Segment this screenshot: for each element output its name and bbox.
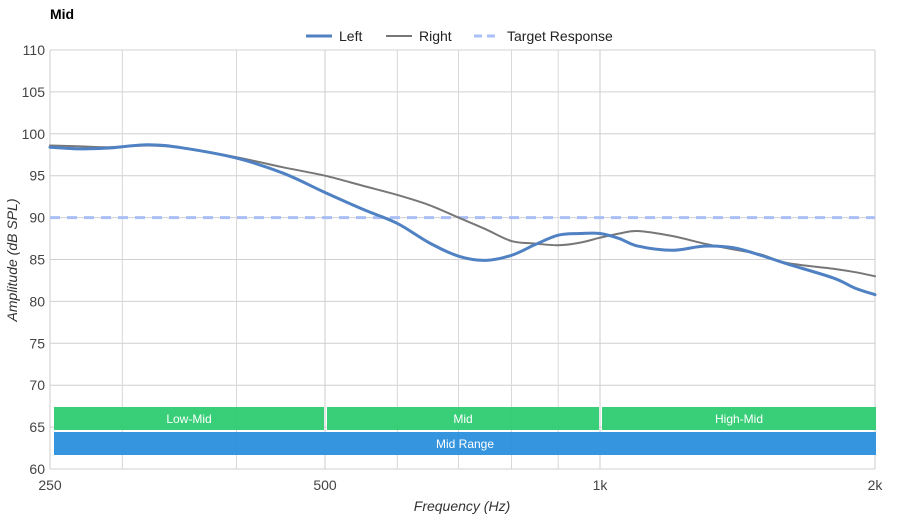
series-lines <box>48 143 877 297</box>
x-axis-title: Frequency (Hz) <box>414 498 510 514</box>
y-tick-label: 105 <box>22 84 46 100</box>
y-tick-label: 75 <box>29 335 45 351</box>
band-label: Low-Mid <box>166 412 211 426</box>
band-label: Mid <box>453 412 472 426</box>
band-mid-range <box>54 432 876 455</box>
tick-labels: 60 65 70 75 80 85 90 95 100 105 110 250 500 1k 2k <box>22 42 884 493</box>
y-tick-label: 85 <box>29 252 45 268</box>
legend-label-right: Right <box>419 28 452 44</box>
band-high-mid <box>602 407 876 430</box>
grid <box>49 49 876 470</box>
y-tick-label: 60 <box>29 461 45 477</box>
x-tick-label: 500 <box>313 477 337 493</box>
band-low-mid <box>54 407 324 430</box>
x-tick-label: 1k <box>593 477 609 493</box>
y-tick-label: 70 <box>29 377 45 393</box>
band-mid <box>327 407 599 430</box>
y-tick-label: 65 <box>29 419 45 435</box>
x-tick-label: 250 <box>38 477 62 493</box>
series-line-left <box>48 143 877 297</box>
y-tick-label: 80 <box>29 293 45 309</box>
legend-label-left: Left <box>339 28 362 44</box>
y-tick-label: 100 <box>22 126 46 142</box>
legend: Left Right Target Response <box>306 28 613 44</box>
frequency-bands: Low-Mid Mid High-Mid Mid Range <box>54 407 876 455</box>
y-tick-label: 110 <box>23 42 46 58</box>
y-tick-label: 90 <box>29 210 45 226</box>
chart-title: Mid <box>50 6 75 22</box>
y-tick-label: 95 <box>29 168 45 184</box>
y-axis-title: Amplitude (dB SPL) <box>4 199 20 323</box>
legend-label-target-response: Target Response <box>507 28 613 44</box>
x-tick-label: 2k <box>868 477 884 493</box>
band-label: Mid Range <box>436 437 494 451</box>
band-label: High-Mid <box>715 412 763 426</box>
